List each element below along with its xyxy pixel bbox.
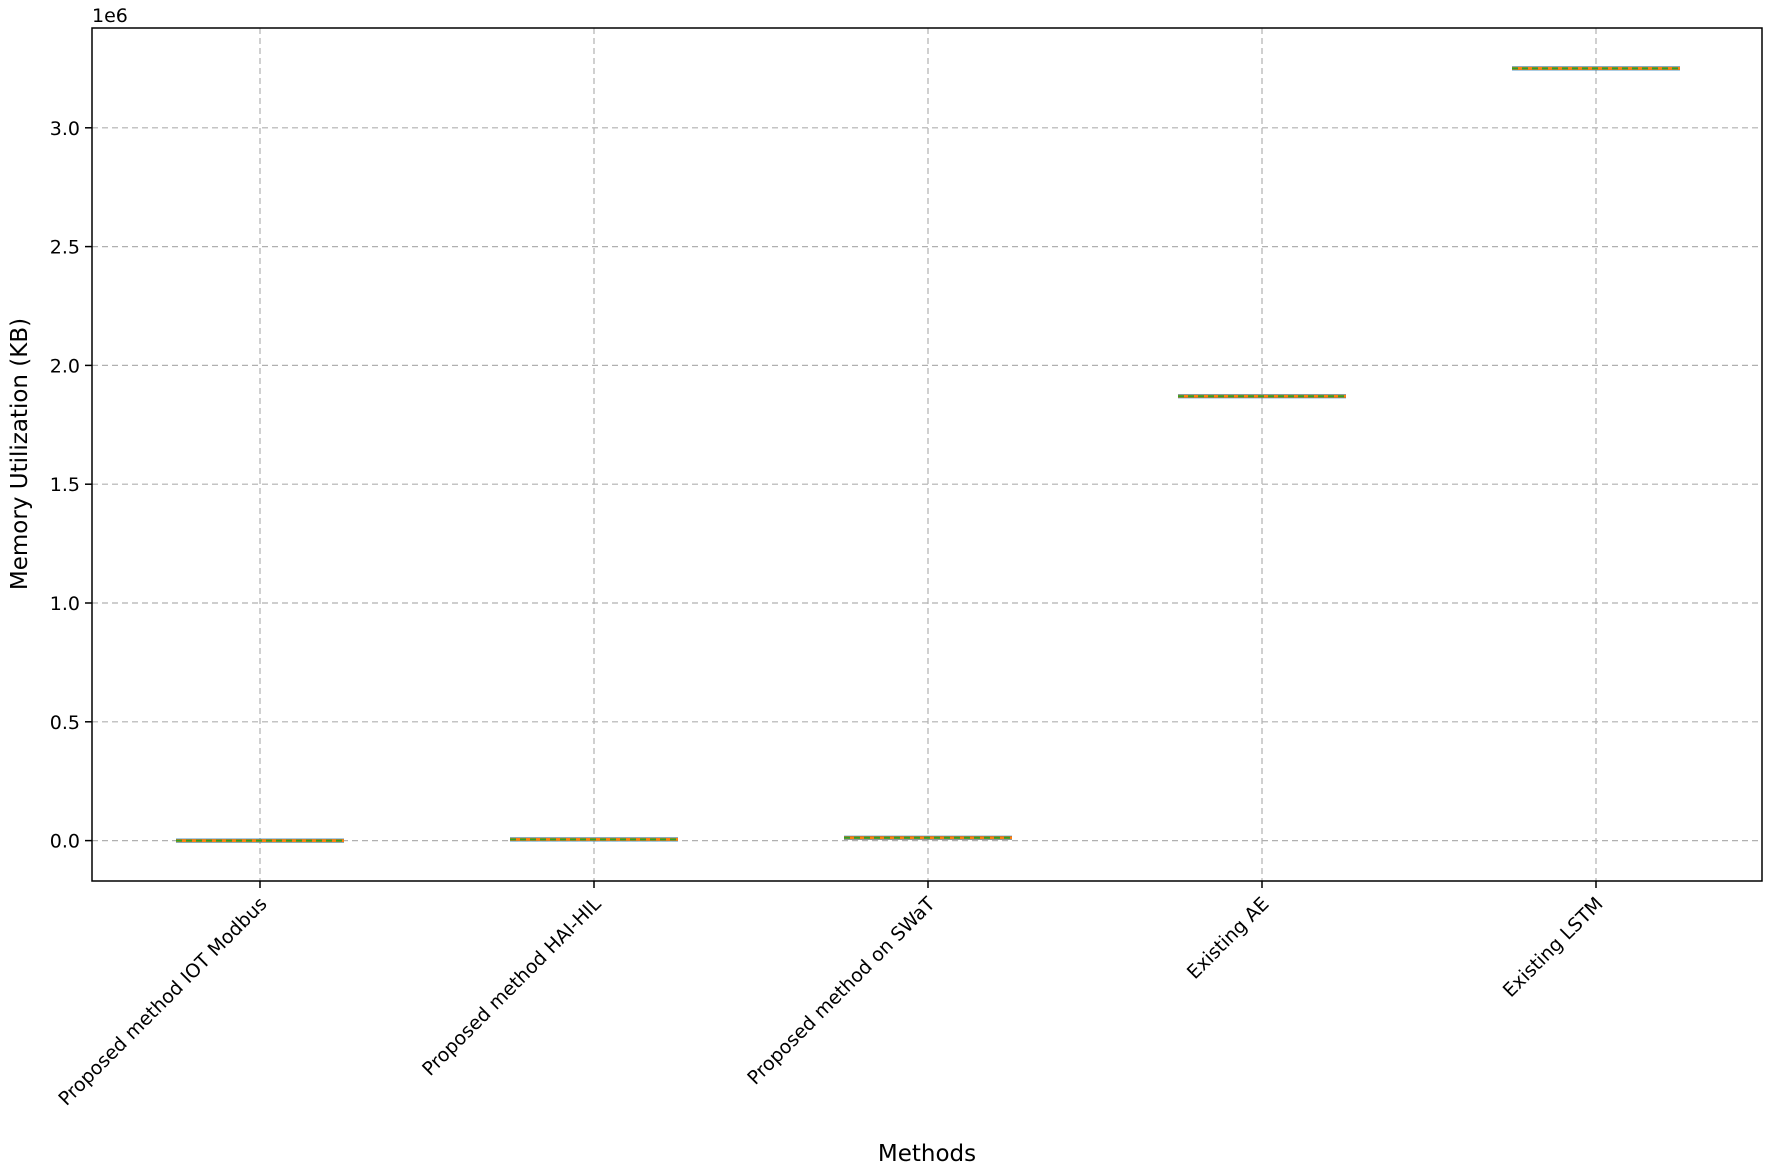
y-tick-label: 0.5 <box>50 712 80 734</box>
x-tick-label: Proposed method HAI-HIL <box>418 893 606 1081</box>
y-tick-label: 1.0 <box>50 593 80 615</box>
y-tick-label: 1.5 <box>50 474 80 496</box>
x-axis-ticks: Proposed method IOT Modbus Proposed metho… <box>54 881 1608 1110</box>
grid-lines <box>92 28 1762 881</box>
plot-frame <box>91 27 1763 882</box>
y-tick-label: 2.5 <box>50 237 80 259</box>
x-tick-label: Existing AE <box>1183 893 1274 984</box>
x-tick-label: Proposed method IOT Modbus <box>54 893 271 1110</box>
y-tick-label: 2.0 <box>50 355 80 377</box>
y-axis-title: Memory Utilization (KB) <box>7 318 33 590</box>
y-tick-label: 3.0 <box>50 118 80 140</box>
y-offset-label: 1e6 <box>92 5 128 27</box>
y-axis-ticks: 0.0 0.5 1.0 1.5 2.0 2.5 3.0 <box>50 118 92 853</box>
box-series <box>176 66 1680 843</box>
x-axis-title: Methods <box>878 1141 976 1167</box>
x-tick-label: Proposed method on SWaT <box>743 893 940 1090</box>
x-tick-label: Existing LSTM <box>1499 893 1608 1002</box>
y-tick-label: 0.0 <box>50 831 80 853</box>
